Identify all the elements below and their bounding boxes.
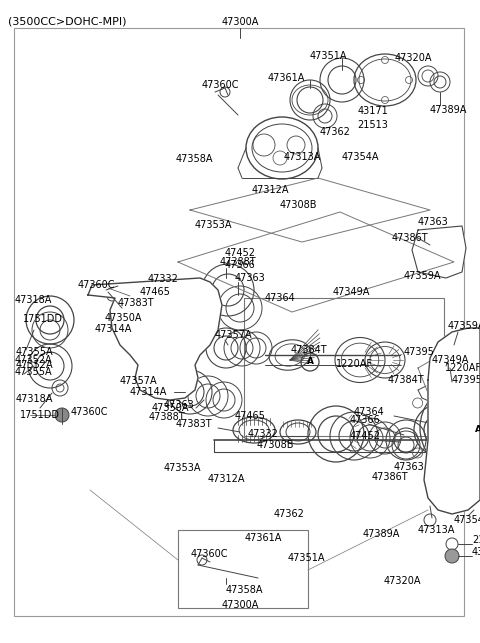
Text: 47364: 47364	[265, 293, 296, 303]
Text: 47363: 47363	[418, 217, 449, 227]
Text: 47358A: 47358A	[226, 585, 264, 595]
Text: 47300A: 47300A	[221, 600, 259, 610]
Polygon shape	[88, 278, 222, 400]
Ellipse shape	[136, 306, 188, 358]
Text: 47395: 47395	[452, 375, 480, 385]
Text: 47313A: 47313A	[283, 152, 321, 162]
Text: 47353A: 47353A	[163, 463, 201, 473]
Text: 1751DD: 1751DD	[20, 410, 60, 420]
Text: 47389A: 47389A	[430, 105, 468, 115]
Text: 47363: 47363	[235, 273, 266, 283]
Circle shape	[55, 408, 69, 422]
Text: 47395: 47395	[403, 347, 434, 358]
Text: 47384T: 47384T	[291, 345, 327, 355]
Text: 47355A: 47355A	[15, 367, 53, 377]
Text: 47318A: 47318A	[15, 295, 52, 305]
Polygon shape	[424, 328, 480, 514]
Text: 47349A: 47349A	[432, 355, 469, 365]
Text: 47312A: 47312A	[252, 185, 289, 195]
Text: 47314A: 47314A	[130, 387, 168, 397]
Text: 47361A: 47361A	[245, 532, 282, 543]
Text: 47362: 47362	[274, 509, 304, 520]
Text: 47352A: 47352A	[15, 360, 53, 370]
Text: 47358A: 47358A	[175, 154, 213, 165]
Text: 47332: 47332	[148, 274, 179, 284]
Text: 47366: 47366	[225, 260, 255, 270]
Text: 47354A: 47354A	[454, 515, 480, 525]
Text: 47360C: 47360C	[71, 406, 108, 417]
Text: 43171: 43171	[358, 105, 388, 116]
Text: 47384T: 47384T	[388, 375, 425, 385]
Text: 47314A: 47314A	[94, 324, 132, 334]
Text: 47465: 47465	[139, 287, 170, 297]
Text: 47300A: 47300A	[221, 17, 259, 27]
Text: 47357A: 47357A	[215, 330, 252, 340]
Text: 47351A: 47351A	[288, 553, 325, 563]
Text: 47362: 47362	[320, 127, 351, 137]
Text: 47360C: 47360C	[191, 549, 228, 559]
Polygon shape	[412, 226, 466, 278]
Circle shape	[445, 549, 459, 563]
Text: 1220AF: 1220AF	[445, 363, 480, 373]
Text: 47363: 47363	[163, 400, 194, 410]
Text: 47318A: 47318A	[15, 394, 53, 404]
Text: 47352A: 47352A	[15, 355, 53, 365]
Text: 47350A: 47350A	[105, 312, 142, 323]
Text: 47354A: 47354A	[342, 152, 379, 162]
Text: 47355A: 47355A	[15, 347, 53, 358]
Text: 1751DD: 1751DD	[23, 314, 63, 324]
Text: 47359A: 47359A	[448, 321, 480, 331]
Text: 21513: 21513	[472, 535, 480, 545]
Text: 47349A: 47349A	[332, 287, 370, 297]
Text: 47320A: 47320A	[395, 53, 432, 63]
Text: A: A	[307, 358, 313, 367]
Text: 47308B: 47308B	[280, 200, 317, 210]
Text: 47308B: 47308B	[257, 440, 294, 450]
Text: 47351A: 47351A	[310, 51, 348, 61]
Text: 47465: 47465	[235, 411, 266, 421]
Text: 47386T: 47386T	[372, 472, 408, 482]
Text: 47313A: 47313A	[418, 525, 456, 535]
Text: 47452: 47452	[350, 431, 381, 441]
Text: 47312A: 47312A	[207, 474, 245, 484]
Text: 47332: 47332	[248, 429, 279, 439]
Text: 47361A: 47361A	[268, 73, 305, 83]
Text: (3500CC>DOHC-MPI): (3500CC>DOHC-MPI)	[8, 16, 127, 26]
Text: 47363: 47363	[394, 462, 424, 472]
Text: 47357A: 47357A	[120, 376, 157, 386]
Text: 47383T: 47383T	[117, 298, 154, 309]
Text: 47388T: 47388T	[149, 412, 185, 422]
Text: 47350A: 47350A	[152, 403, 190, 413]
Text: 47389A: 47389A	[362, 529, 400, 539]
Text: 47320A: 47320A	[384, 576, 421, 586]
Text: 47364: 47364	[354, 407, 385, 417]
Text: A: A	[475, 426, 480, 435]
Text: 43171: 43171	[472, 547, 480, 557]
Text: 47360C: 47360C	[202, 80, 240, 90]
Text: 47353A: 47353A	[195, 220, 232, 230]
Bar	[244, 298, 444, 436]
Text: 1220AF: 1220AF	[336, 359, 373, 369]
Text: 21513: 21513	[358, 120, 388, 130]
Text: 47360C: 47360C	[78, 280, 116, 290]
Text: 47452: 47452	[225, 248, 256, 258]
Text: 47366: 47366	[350, 415, 381, 425]
Text: 47359A: 47359A	[403, 271, 441, 282]
Text: 47383T: 47383T	[176, 419, 213, 429]
Text: 47388T: 47388T	[220, 257, 257, 267]
Bar	[178, 530, 308, 608]
Text: 47386T: 47386T	[392, 233, 429, 243]
